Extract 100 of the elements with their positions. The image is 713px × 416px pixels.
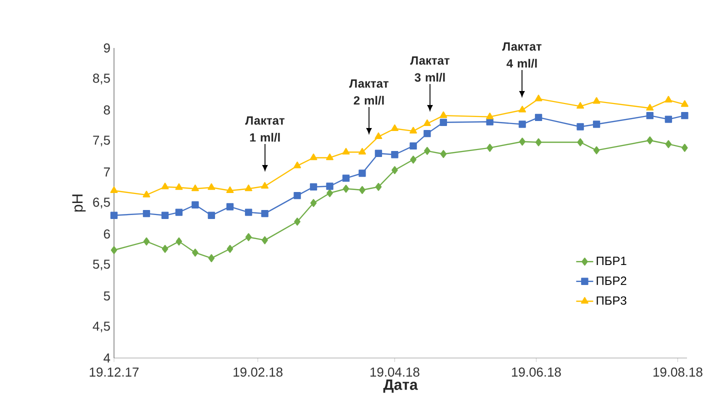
point bbox=[310, 199, 317, 207]
y-axis-title: pH bbox=[72, 194, 86, 212]
point bbox=[342, 174, 350, 182]
point bbox=[142, 210, 150, 218]
point bbox=[390, 124, 398, 131]
point bbox=[359, 186, 366, 194]
y-tick-label: 5,5 bbox=[93, 260, 110, 270]
point bbox=[226, 186, 234, 193]
y-tick-label: 6 bbox=[104, 229, 110, 239]
point bbox=[208, 254, 215, 262]
annotation: Лактат 3 ml/l bbox=[410, 56, 450, 82]
point bbox=[374, 132, 382, 140]
point bbox=[646, 112, 654, 120]
point bbox=[262, 236, 268, 244]
point bbox=[261, 210, 268, 218]
point bbox=[176, 237, 182, 246]
y-tick-label: 7 bbox=[104, 168, 110, 176]
y-tick-label: 7,5 bbox=[93, 136, 110, 146]
point bbox=[681, 112, 688, 120]
y-tick-label: 4 bbox=[104, 354, 110, 362]
point bbox=[410, 126, 417, 134]
point bbox=[646, 136, 654, 144]
legend-label: ПБР2 bbox=[596, 276, 626, 285]
point bbox=[294, 192, 301, 200]
legend-label: ПБР1 bbox=[596, 256, 626, 266]
point bbox=[682, 144, 688, 152]
point bbox=[244, 208, 252, 216]
point bbox=[358, 170, 366, 177]
point bbox=[208, 183, 216, 190]
point bbox=[391, 151, 398, 158]
point bbox=[592, 97, 600, 104]
point bbox=[294, 162, 301, 168]
y-tick-label: 4,5 bbox=[92, 322, 110, 332]
point bbox=[592, 120, 600, 128]
point bbox=[392, 166, 398, 174]
point bbox=[577, 138, 584, 146]
point bbox=[110, 212, 118, 219]
y-tick-label: 8 bbox=[104, 105, 110, 115]
annotation: Лактат 2 ml/l bbox=[349, 79, 388, 105]
point bbox=[110, 246, 118, 254]
point bbox=[440, 111, 448, 118]
point bbox=[518, 120, 526, 128]
point bbox=[664, 96, 672, 102]
point bbox=[192, 248, 198, 257]
point bbox=[326, 182, 334, 190]
x-axis-title: Дата bbox=[383, 380, 418, 393]
point bbox=[175, 183, 183, 190]
y-tick-label: 9 bbox=[104, 43, 110, 53]
point bbox=[342, 148, 350, 155]
point bbox=[534, 114, 542, 122]
point bbox=[423, 119, 431, 126]
point bbox=[410, 156, 416, 164]
point bbox=[326, 189, 333, 198]
x-tick-label: 19.02.18 bbox=[234, 368, 282, 377]
point bbox=[646, 104, 654, 111]
point bbox=[326, 154, 334, 160]
point bbox=[110, 186, 118, 193]
point bbox=[576, 123, 584, 130]
point bbox=[518, 106, 526, 112]
y-tick-label: 8,5 bbox=[93, 74, 110, 84]
point bbox=[208, 212, 216, 219]
point bbox=[143, 237, 150, 246]
point bbox=[261, 182, 269, 189]
point bbox=[664, 116, 672, 123]
point bbox=[226, 203, 234, 210]
point bbox=[424, 146, 430, 155]
point bbox=[424, 130, 431, 138]
point bbox=[593, 146, 600, 154]
y-tick-label: 5 bbox=[104, 291, 110, 301]
annotation: Лактат 1 ml/l bbox=[245, 116, 284, 142]
point bbox=[162, 244, 168, 253]
point bbox=[244, 184, 252, 192]
point bbox=[175, 208, 183, 216]
point bbox=[519, 138, 526, 146]
point bbox=[576, 102, 584, 109]
x-tick-label: 19.06.18 bbox=[512, 368, 561, 377]
point bbox=[486, 112, 494, 120]
point bbox=[680, 100, 688, 107]
point bbox=[440, 150, 447, 158]
point bbox=[226, 244, 234, 253]
legend-label: ПБР3 bbox=[596, 296, 626, 305]
point bbox=[535, 138, 542, 146]
point bbox=[534, 94, 542, 102]
point bbox=[358, 148, 366, 155]
y-tick-label: 6,5 bbox=[93, 198, 110, 208]
point bbox=[486, 118, 494, 126]
point bbox=[486, 144, 493, 152]
point bbox=[161, 212, 169, 219]
point bbox=[161, 182, 169, 190]
point bbox=[310, 154, 318, 160]
point bbox=[192, 201, 199, 208]
point bbox=[245, 233, 252, 242]
point bbox=[191, 184, 199, 192]
point bbox=[310, 183, 318, 190]
point bbox=[142, 190, 150, 198]
x-tick-label: 19.04.18 bbox=[370, 368, 420, 377]
x-tick-label: 19.12.17 bbox=[90, 368, 139, 377]
point bbox=[440, 118, 448, 126]
point bbox=[410, 142, 417, 150]
point bbox=[294, 218, 300, 226]
